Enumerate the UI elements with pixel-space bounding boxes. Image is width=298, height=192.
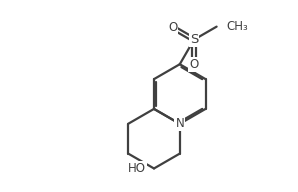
- Text: HO: HO: [128, 162, 146, 175]
- Text: O: O: [189, 58, 198, 71]
- Text: N: N: [176, 117, 184, 130]
- Text: O: O: [168, 21, 177, 34]
- Text: S: S: [190, 33, 198, 46]
- Text: CH₃: CH₃: [226, 20, 248, 33]
